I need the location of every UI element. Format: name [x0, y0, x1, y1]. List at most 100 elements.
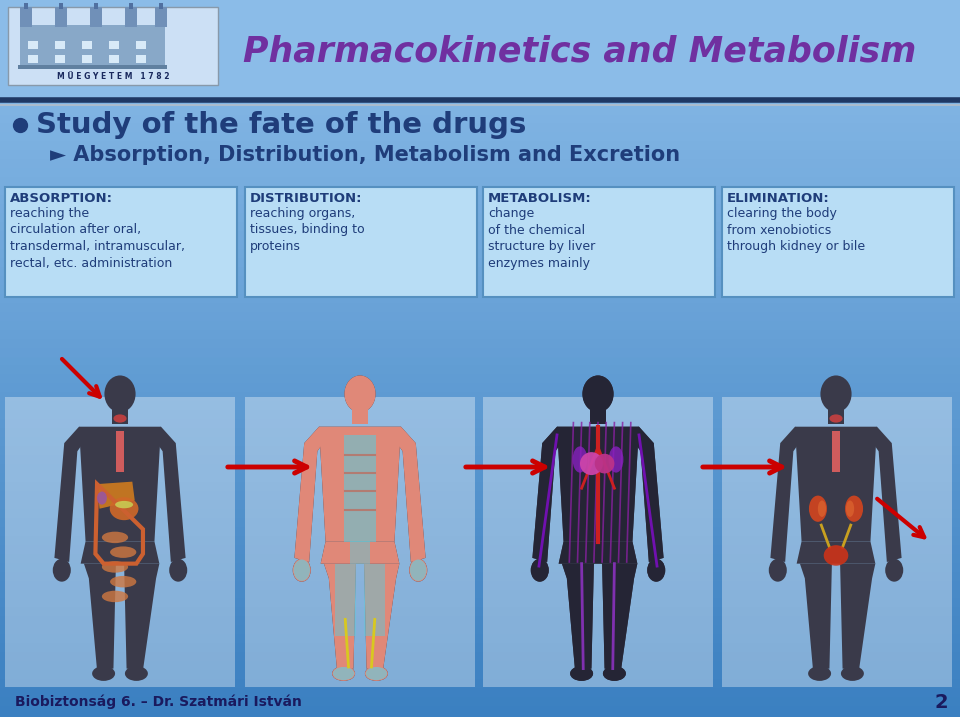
- Ellipse shape: [102, 532, 128, 543]
- Bar: [0, 277, 960, 287]
- Bar: [0, 366, 960, 376]
- Ellipse shape: [580, 452, 603, 475]
- Bar: [0, 689, 960, 699]
- Bar: [0, 707, 960, 717]
- Bar: [5, 397, 235, 687]
- Bar: [828, 399, 844, 424]
- Ellipse shape: [293, 559, 311, 581]
- Ellipse shape: [821, 376, 852, 412]
- Bar: [0, 528, 960, 538]
- Polygon shape: [321, 541, 399, 564]
- Ellipse shape: [531, 559, 549, 581]
- Bar: [245, 397, 475, 687]
- Bar: [116, 431, 124, 472]
- Bar: [0, 555, 960, 565]
- Bar: [832, 431, 840, 472]
- Bar: [0, 17, 960, 27]
- Bar: [0, 501, 960, 511]
- Ellipse shape: [102, 561, 128, 573]
- Polygon shape: [391, 427, 425, 562]
- Text: ABSORPTION:: ABSORPTION:: [10, 192, 113, 205]
- Bar: [0, 62, 960, 72]
- Polygon shape: [364, 564, 399, 670]
- Polygon shape: [81, 541, 159, 564]
- Bar: [589, 399, 606, 424]
- Bar: [483, 187, 715, 297]
- Bar: [0, 537, 960, 546]
- Bar: [0, 241, 960, 251]
- Bar: [0, 412, 960, 422]
- Text: reaching the
circulation after oral,
transdermal, intramuscular,
rectal, etc. ad: reaching the circulation after oral, tra…: [10, 207, 185, 270]
- Bar: [18, 65, 167, 69]
- Polygon shape: [79, 427, 161, 541]
- Polygon shape: [795, 427, 877, 541]
- Bar: [0, 447, 960, 457]
- Polygon shape: [602, 564, 637, 670]
- Polygon shape: [81, 564, 116, 670]
- Ellipse shape: [293, 559, 311, 581]
- Polygon shape: [533, 427, 566, 562]
- Bar: [0, 358, 960, 368]
- Bar: [364, 564, 385, 636]
- Bar: [0, 698, 960, 708]
- Polygon shape: [629, 427, 663, 562]
- Bar: [0, 635, 960, 645]
- Bar: [0, 456, 960, 466]
- Polygon shape: [321, 564, 356, 670]
- Ellipse shape: [53, 559, 71, 581]
- Bar: [82, 41, 92, 49]
- Bar: [351, 399, 369, 424]
- Ellipse shape: [365, 666, 388, 681]
- Ellipse shape: [808, 666, 831, 681]
- Bar: [0, 394, 960, 403]
- Polygon shape: [533, 427, 566, 562]
- Bar: [0, 125, 960, 135]
- Ellipse shape: [594, 454, 614, 473]
- Bar: [0, 71, 960, 81]
- Bar: [0, 161, 960, 171]
- Bar: [0, 376, 960, 386]
- Text: 2: 2: [934, 693, 948, 711]
- Polygon shape: [321, 541, 399, 564]
- Text: Biobiztonság 6. – Dr. Szatmári István: Biobiztonság 6. – Dr. Szatmári István: [15, 695, 301, 709]
- Ellipse shape: [332, 666, 355, 681]
- Text: Pharmacokinetics and Metabolism: Pharmacokinetics and Metabolism: [243, 35, 917, 69]
- Bar: [0, 8, 960, 18]
- Ellipse shape: [332, 666, 355, 681]
- Polygon shape: [295, 427, 329, 562]
- Polygon shape: [295, 427, 329, 562]
- Polygon shape: [557, 427, 639, 541]
- Bar: [125, 7, 137, 27]
- Bar: [111, 399, 129, 424]
- Ellipse shape: [841, 666, 864, 681]
- Bar: [0, 420, 960, 430]
- Bar: [129, 3, 133, 9]
- Bar: [0, 313, 960, 323]
- Text: change
of the chemical
structure by liver
enzymes mainly: change of the chemical structure by live…: [488, 207, 595, 270]
- Bar: [0, 0, 960, 100]
- Ellipse shape: [583, 376, 613, 412]
- Bar: [20, 25, 165, 67]
- Polygon shape: [797, 541, 876, 564]
- Bar: [0, 645, 960, 655]
- Bar: [55, 41, 65, 49]
- Ellipse shape: [846, 500, 854, 517]
- Bar: [109, 41, 119, 49]
- Bar: [8, 7, 218, 85]
- Ellipse shape: [809, 495, 827, 522]
- Bar: [0, 205, 960, 215]
- Polygon shape: [559, 564, 594, 670]
- Polygon shape: [602, 564, 637, 670]
- Ellipse shape: [647, 559, 665, 581]
- Bar: [0, 53, 960, 63]
- Bar: [0, 492, 960, 502]
- Text: Study of the fate of the drugs: Study of the fate of the drugs: [36, 111, 526, 139]
- Ellipse shape: [572, 447, 588, 473]
- Polygon shape: [391, 427, 425, 562]
- Bar: [94, 3, 98, 9]
- Bar: [0, 98, 960, 108]
- Ellipse shape: [570, 666, 593, 681]
- Bar: [0, 26, 960, 36]
- Bar: [0, 581, 960, 592]
- Bar: [0, 35, 960, 44]
